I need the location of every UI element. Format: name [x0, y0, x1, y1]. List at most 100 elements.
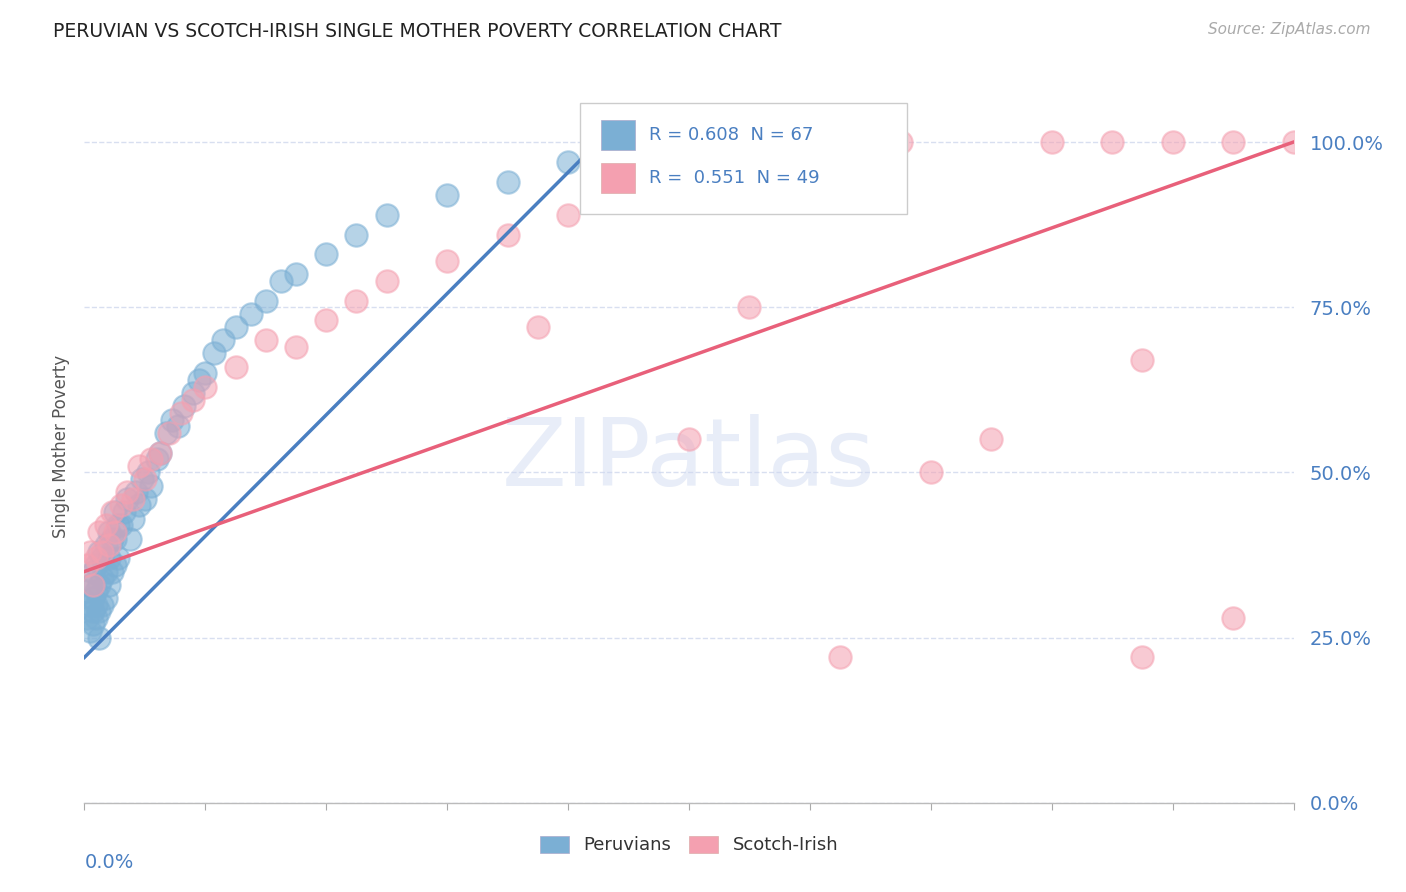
Point [285, 267, 308, 281]
Point [254, 293, 277, 308]
Point [146, 452, 169, 467]
Point [104, 532, 127, 546]
Point [194, 367, 217, 381]
Point [188, 373, 211, 387]
Point [82, 578, 104, 592]
Point [107, 518, 129, 533]
Point [346, 293, 368, 308]
Point [194, 379, 217, 393]
Point [131, 472, 153, 486]
Point [82, 591, 104, 605]
Point [346, 227, 368, 242]
Point [225, 359, 247, 374]
Point [134, 491, 156, 506]
Point [557, 154, 579, 169]
Point [830, 650, 852, 665]
Bar [600, 120, 634, 150]
Point [134, 472, 156, 486]
Point [79, 598, 101, 612]
Point [91, 571, 114, 585]
Text: R =  0.551  N = 49: R = 0.551 N = 49 [650, 169, 820, 186]
Point [254, 333, 277, 347]
Bar [600, 162, 634, 193]
Point [91, 551, 114, 566]
Point [97, 524, 120, 539]
Point [149, 445, 172, 459]
Point [202, 346, 225, 360]
Point [239, 307, 262, 321]
Point [173, 400, 195, 414]
Point [94, 538, 117, 552]
Legend: Peruvians, Scotch-Irish: Peruvians, Scotch-Irish [533, 829, 845, 862]
Text: ZIPatlas: ZIPatlas [502, 414, 876, 507]
Point [167, 419, 190, 434]
Text: PERUVIAN VS SCOTCH-IRISH SINGLE MOTHER POVERTY CORRELATION CHART: PERUVIAN VS SCOTCH-IRISH SINGLE MOTHER P… [53, 22, 782, 41]
Point [136, 466, 159, 480]
Point [94, 591, 117, 605]
Point [157, 425, 180, 440]
Point [104, 505, 127, 519]
Point [1040, 135, 1063, 149]
Point [91, 545, 114, 559]
Point [110, 499, 132, 513]
Point [181, 392, 204, 407]
Point [91, 598, 114, 612]
Point [112, 505, 135, 519]
Point [1161, 135, 1184, 149]
Point [212, 333, 235, 347]
Point [86, 598, 108, 612]
Point [139, 478, 162, 492]
Point [97, 551, 120, 566]
Point [97, 538, 120, 552]
Point [82, 565, 104, 579]
Point [285, 340, 308, 354]
Point [86, 584, 108, 599]
Point [76, 584, 98, 599]
Point [121, 491, 143, 506]
Point [125, 485, 148, 500]
Point [270, 274, 292, 288]
Point [527, 320, 550, 334]
Point [82, 604, 104, 618]
Point [128, 458, 150, 473]
Point [89, 545, 111, 559]
Point [76, 558, 98, 572]
Point [94, 518, 117, 533]
Point [315, 247, 337, 261]
Point [890, 135, 912, 149]
Point [86, 611, 108, 625]
Point [496, 227, 519, 242]
Point [139, 452, 162, 467]
Point [315, 313, 337, 327]
Point [76, 611, 98, 625]
Point [97, 578, 120, 592]
Text: R = 0.608  N = 67: R = 0.608 N = 67 [650, 126, 814, 144]
Point [738, 300, 761, 314]
Point [375, 208, 398, 222]
Point [104, 558, 127, 572]
Point [79, 624, 101, 638]
Point [89, 604, 111, 618]
Point [588, 142, 610, 156]
Point [100, 565, 122, 579]
Point [115, 485, 138, 500]
FancyBboxPatch shape [581, 103, 907, 214]
Point [678, 433, 700, 447]
Point [121, 511, 143, 525]
Point [920, 466, 942, 480]
Y-axis label: Single Mother Poverty: Single Mother Poverty [52, 354, 70, 538]
Point [89, 524, 111, 539]
Point [181, 386, 204, 401]
Point [79, 578, 101, 592]
Point [830, 135, 852, 149]
Point [115, 491, 138, 506]
Point [678, 161, 700, 176]
Point [82, 617, 104, 632]
Point [799, 148, 821, 162]
Point [86, 558, 108, 572]
Point [89, 578, 111, 592]
Point [104, 524, 127, 539]
Point [436, 254, 458, 268]
Point [557, 208, 579, 222]
Point [107, 551, 129, 566]
